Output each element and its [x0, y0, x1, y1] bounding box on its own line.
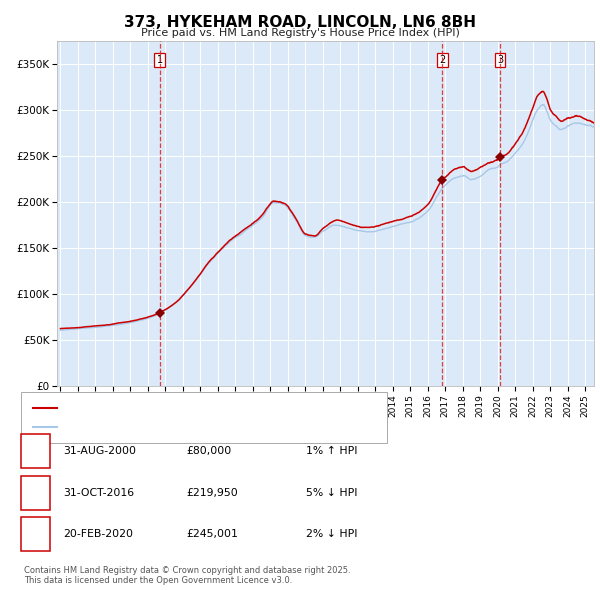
Text: HPI: Average price, detached house, Lincoln: HPI: Average price, detached house, Linc… — [63, 422, 278, 432]
Text: 373, HYKEHAM ROAD, LINCOLN, LN6 8BH (detached house): 373, HYKEHAM ROAD, LINCOLN, LN6 8BH (det… — [63, 403, 355, 412]
Text: 1: 1 — [32, 447, 39, 456]
Text: £245,001: £245,001 — [186, 529, 238, 539]
Text: 1: 1 — [157, 55, 163, 65]
Text: 5% ↓ HPI: 5% ↓ HPI — [306, 488, 358, 497]
Text: 2: 2 — [439, 55, 446, 65]
Text: Price paid vs. HM Land Registry's House Price Index (HPI): Price paid vs. HM Land Registry's House … — [140, 28, 460, 38]
Text: 3: 3 — [497, 55, 503, 65]
Text: 20-FEB-2020: 20-FEB-2020 — [63, 529, 133, 539]
Text: 31-AUG-2000: 31-AUG-2000 — [63, 447, 136, 456]
Text: 3: 3 — [32, 529, 39, 539]
Text: 2% ↓ HPI: 2% ↓ HPI — [306, 529, 358, 539]
Text: 373, HYKEHAM ROAD, LINCOLN, LN6 8BH: 373, HYKEHAM ROAD, LINCOLN, LN6 8BH — [124, 15, 476, 30]
Text: 31-OCT-2016: 31-OCT-2016 — [63, 488, 134, 497]
Text: £80,000: £80,000 — [186, 447, 231, 456]
Text: 1% ↑ HPI: 1% ↑ HPI — [306, 447, 358, 456]
Text: Contains HM Land Registry data © Crown copyright and database right 2025.
This d: Contains HM Land Registry data © Crown c… — [24, 566, 350, 585]
Text: £219,950: £219,950 — [186, 488, 238, 497]
Text: 2: 2 — [32, 488, 39, 497]
